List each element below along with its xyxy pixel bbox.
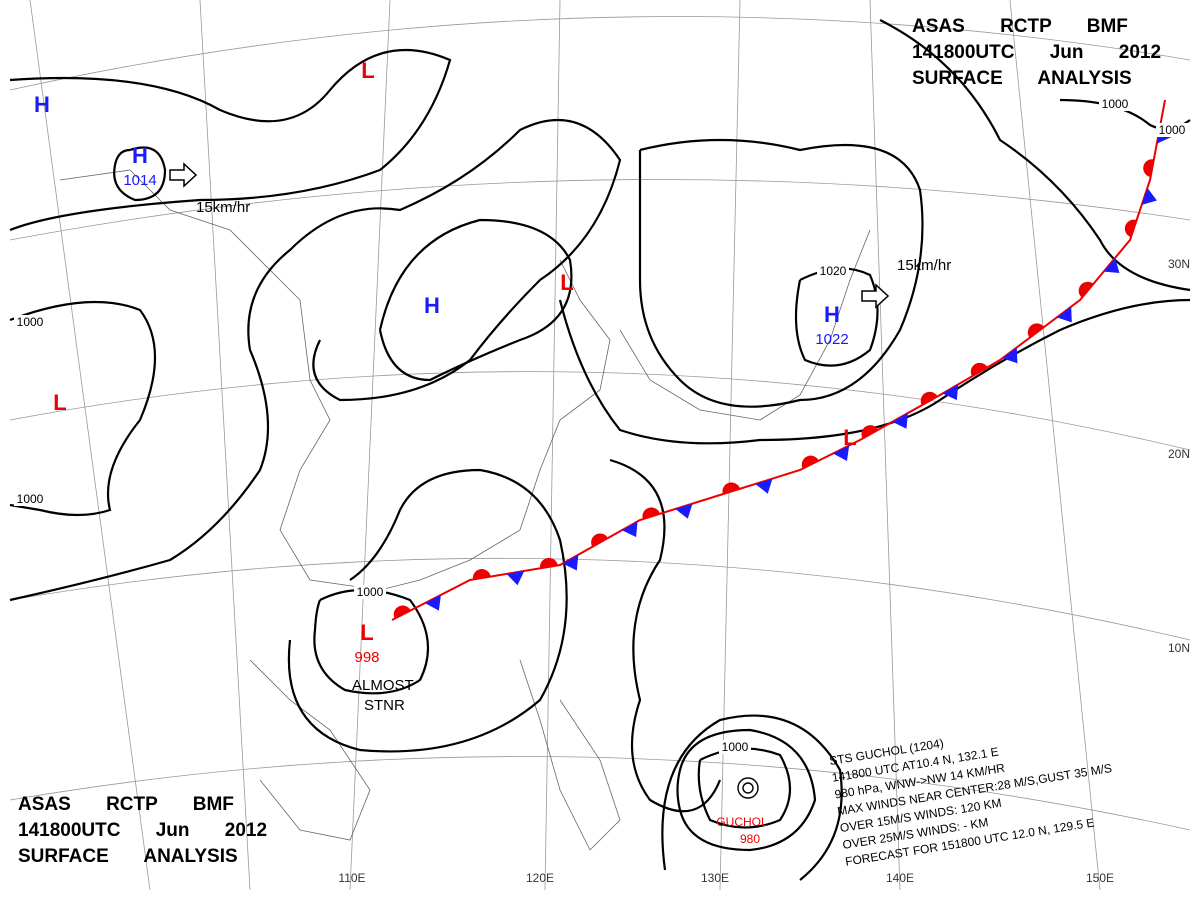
system-symbol: L [53,390,66,415]
cold-symbol [892,413,908,429]
title-line: ASAS RCTP BMF [912,16,1128,37]
isobar-label-bg [817,264,849,278]
lat-label: 20N [1168,447,1190,461]
warm-symbol [642,507,661,520]
cold-symbol [621,521,638,538]
cold-symbol [833,445,850,462]
warm-symbol [591,533,608,547]
isobar-label-bg [719,740,751,754]
isobar-label: 1020 [820,264,847,278]
cold-symbol [1056,306,1072,323]
isobar-label: 1000 [1159,123,1186,137]
storm-pressure: 980 [740,832,760,846]
system-symbol: L [361,58,374,83]
isobars [9,19,1191,881]
cold-symbol [675,503,693,519]
lon-label: 130E [701,871,729,885]
cold-symbol [942,384,959,401]
warm-symbol [861,425,879,439]
system-symbol: L [843,425,856,450]
lon-label: 110E [338,871,365,885]
system-symbol: H [824,302,840,327]
system-symbol: H [132,143,148,168]
cold-symbol [1141,187,1157,205]
cold-symbol [1002,347,1018,364]
title-line: 141800UTC Jun 2012 [912,42,1161,63]
stationary-front [391,99,1172,621]
isobar-label: 1000 [1102,97,1129,111]
cold-symbol [1103,257,1120,273]
isobar-label-bg [1156,123,1188,137]
movement-label: 15km/hr [196,199,250,216]
isobar-label: 1000 [722,740,749,754]
title-line: 141800UTC Jun 2012 [18,820,267,841]
warm-symbol [722,482,741,495]
stationary-note: STNR [364,697,405,714]
isobar-label-bg [14,315,46,329]
system-pressure: 998 [354,649,379,666]
isobar-label: 1000 [357,585,384,599]
warm-symbol [393,605,411,619]
warm-symbol [1078,281,1094,298]
warm-symbol [1027,323,1044,338]
lon-label: 140E [886,871,914,885]
warm-symbol [539,557,558,569]
movement-arrow [861,283,890,309]
warm-symbol [920,391,938,406]
system-symbol: H [424,293,440,318]
warm-symbol [801,455,819,469]
storm-name: GUCHOL [716,815,768,829]
system-pressure: 1022 [815,331,848,348]
warm-symbol [1143,159,1154,178]
cold-symbol [506,570,525,586]
isobar-label-bg [354,585,386,599]
lat-label: 10N [1168,641,1190,655]
front-line [391,99,1166,621]
lon-label: 150E [1086,871,1114,885]
warm-symbol [970,362,988,377]
movement-label: 15km/hr [897,257,951,274]
system-symbol: L [560,270,573,295]
lat-label: 30N [1168,257,1190,271]
cold-symbol [755,478,773,494]
isobar-label-bg [1099,97,1131,111]
warm-symbol [1124,219,1137,238]
stationary-note: ALMOST [352,677,414,694]
system-symbol: L [360,620,373,645]
system-pressure: 1014 [123,172,156,189]
movement-arrow [169,162,198,188]
isobar-label-bg [14,492,46,506]
coastlines [59,169,871,851]
warm-symbol [472,569,491,580]
title-line: SURFACE ANALYSIS [912,68,1132,89]
cold-symbol [562,554,579,571]
title-line: SURFACE ANALYSIS [18,846,238,867]
title-line: ASAS RCTP BMF [18,794,234,815]
lon-label: 120E [526,871,554,885]
isobar-label: 1000 [17,492,44,506]
cold-symbol [424,594,441,611]
system-symbol: H [34,92,50,117]
isobar-label: 1000 [17,315,44,329]
